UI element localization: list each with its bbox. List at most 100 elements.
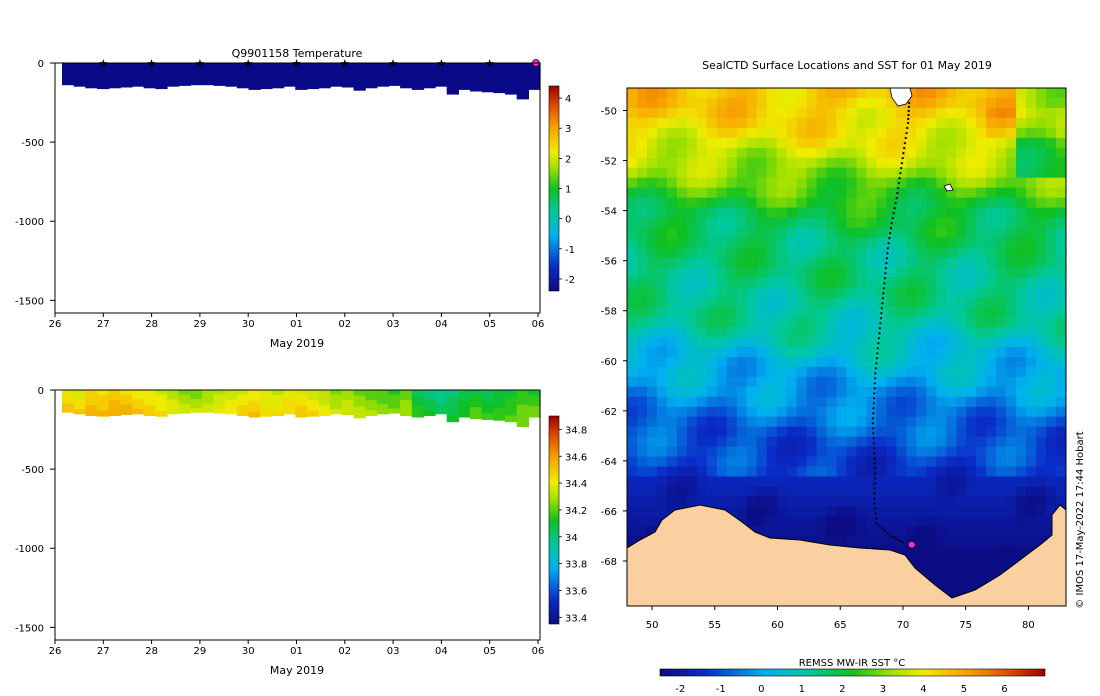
sst-cell [936,107,947,119]
sst-cell [686,297,698,308]
sst-cell [886,297,897,308]
sst-cell [906,137,917,149]
temperature-panel: Q9901158 Temperature ★ ★ ★ ★ ★ ★ ★ ★ ★ 0 -500 -1… [15,47,575,350]
sst-cell [1026,307,1037,318]
sst-cell [976,506,987,517]
sst-cell [647,416,658,428]
sst-cell [816,217,828,228]
sst-cell [1036,386,1047,398]
sst-cell [706,107,718,119]
sst-cell [846,227,857,238]
track-point [876,352,879,355]
sst-cell [637,187,648,199]
sst-cell [966,107,977,119]
sst-cell [676,107,688,119]
salinity-cell [505,396,518,404]
sst-cell [806,217,818,228]
temperature-y-ticks: 0 -500 -1000 -1500 [15,59,55,307]
sst-cell [786,207,798,218]
sst-cell [666,207,678,218]
sst-cell [956,376,967,388]
salinity-cell [435,409,448,415]
salinity-cell [213,408,226,414]
sst-cell [866,456,877,468]
sst-cell [946,137,957,149]
sst-cell [1016,277,1027,288]
sst-cell [686,406,698,418]
sst-cell [726,446,738,458]
salinity-cell [435,394,448,400]
sst-cell [996,506,1007,517]
sst-cell [1026,536,1037,547]
sst-cell [1016,237,1027,248]
salinity-cell [178,403,191,409]
sst-cell [706,317,718,328]
sst-cell [836,456,847,468]
sst-cell [896,317,907,328]
sst-cell [736,496,748,507]
track-point [894,202,897,205]
sst-cell [926,287,937,298]
sst-cell [1016,496,1027,507]
sst-cell [686,187,698,199]
sst-cell [686,247,698,258]
sst-cell [926,486,937,497]
sst-cell [956,237,967,248]
sst-cell [846,117,857,129]
sst-cell [836,317,847,328]
sst-cell [1046,526,1057,537]
sst-cell [696,466,708,477]
track-point [872,442,875,445]
sst-cell [876,347,887,358]
salinity-cell [341,394,355,401]
salinity-cell [365,390,378,396]
sst-cell [766,147,778,159]
sst-cell [736,207,748,218]
sst-cell [946,147,957,159]
salinity-cell [493,408,506,415]
temperature-profile-bar [435,63,448,87]
sst-cell [627,197,638,209]
salinity-x-tick: 29 [194,646,207,657]
sst-cell [746,466,758,477]
sst-cell [976,287,987,298]
sst-cell [856,526,867,537]
sst-cell [1026,147,1037,159]
sst-cell [806,257,818,268]
sst-cell [856,456,867,468]
sst-cell [776,366,788,378]
sst-cell [886,317,897,328]
sst-cell [776,127,788,139]
sst-cell [1056,88,1066,99]
sst-cell [756,456,768,468]
sst-cell [627,137,638,149]
temperature-profile-bar [400,63,413,89]
sst-cell [986,556,997,567]
sst-cell [806,436,818,448]
sst-cell [1036,506,1047,517]
sst-cell [966,536,977,547]
sst-cell [627,426,638,438]
sst-cell [786,426,798,438]
sst-cell [796,366,808,378]
sst-cell [716,117,728,129]
sst-cell [1046,406,1057,418]
sst-cell [766,496,778,507]
sst-cell [1046,466,1057,477]
sst-cell [886,416,897,428]
temperature-profile-bar [353,63,366,91]
sst-cell [1006,247,1017,258]
sst-cell [1026,526,1037,537]
sst-cell [686,197,698,209]
sst-cell [726,197,738,209]
sst-cell [766,446,778,458]
sst-cell [986,496,997,507]
sst-cell [776,107,788,119]
salinity-cell [108,400,121,406]
sst-cell [866,307,877,318]
sst-cell [896,516,907,527]
sst-cell [656,476,668,487]
sst-cell [776,426,788,438]
sst-cell [756,297,768,308]
salinity-cell [213,394,226,400]
